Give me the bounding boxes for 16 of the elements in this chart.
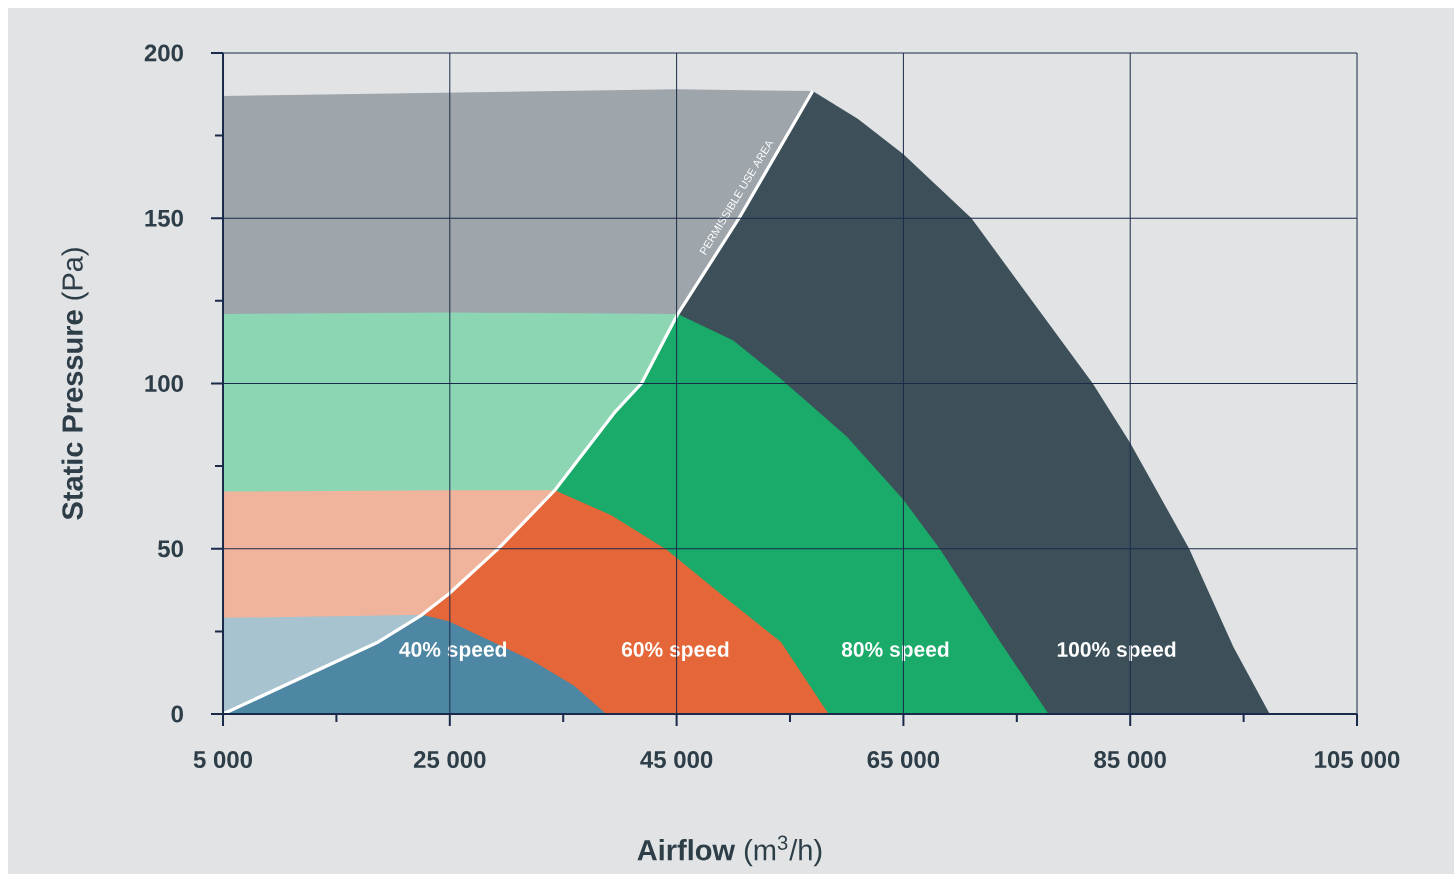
x-axis-title: Airflow (m$^{3}$/h) (637, 835, 822, 867)
x-tick-label: 105 000 (1315, 751, 1400, 769)
series-label: 100% speed (1057, 641, 1176, 661)
x-tick-label: 5 000 (193, 751, 253, 769)
y-tick-label: 0 (171, 705, 183, 723)
y-tick-label: 150 (145, 209, 183, 227)
y-tick-label: 100 (145, 375, 183, 392)
series-label: 80% speed (841, 641, 949, 661)
x-tick-label: 65 000 (867, 751, 940, 769)
y-tick-label: 50 (158, 540, 183, 558)
x-tick-label: 25 000 (413, 751, 486, 769)
series-label: 40% speed (399, 641, 507, 661)
x-tick-label: 45 000 (640, 751, 713, 769)
y-tick-label: 200 (144, 44, 183, 62)
y-axis-title: Static Pressure (Pa) (61, 248, 89, 520)
x-tick-label: 85 000 (1094, 751, 1166, 769)
